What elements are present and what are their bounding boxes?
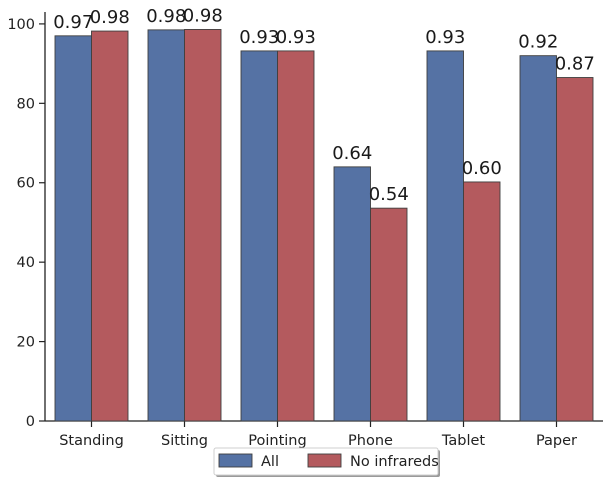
legend[interactable]: All No infrareds [213,447,440,477]
y-tick-label: 0 [26,414,35,430]
legend-label: All [261,454,279,470]
value-label: 0.92 [518,32,558,53]
x-tick-label: Standing [59,433,124,449]
bars [54,29,594,422]
y-tick-label: 20 [17,335,35,351]
axes [39,12,603,427]
x-tick-label: Phone [348,433,393,449]
legend-label: No infrareds [350,454,439,470]
bar-no-infrareds [91,30,129,422]
x-tick-label: Tablet [441,433,485,449]
legend-swatch [218,453,253,468]
x-tick-label: Paper [536,433,577,449]
bar-all [333,166,371,422]
y-tick-label: 80 [17,96,35,112]
value-label: 0.98 [183,5,223,26]
bar-all [240,50,278,422]
bar-no-infrareds [556,77,594,422]
value-label: 0.93 [276,27,316,48]
value-label: 0.98 [90,7,130,28]
bar-no-infrareds [277,50,315,422]
value-labels: 0.970.98 0.980.980.930.930.640.540.930.60… [53,5,595,205]
y-tick-label: 40 [17,255,35,271]
value-label: 0.87 [555,54,595,75]
tick-labels: 0 20 40 60 80 100 Standing Sitting Pointing Phone… [7,17,577,449]
bar-no-infrareds [463,181,501,422]
y-tick-label: 60 [17,176,35,192]
bar-all [54,35,92,422]
x-tick-label: Sitting [161,433,208,449]
x-tick-label: Pointing [248,433,306,449]
value-label: 0.98 [146,6,186,27]
legend-swatch [307,453,342,468]
bar-no-infrareds [370,207,408,422]
bar-no-infrareds [184,29,222,422]
value-label: 0.97 [53,12,93,33]
y-tick-label: 100 [7,17,35,33]
value-label: 0.93 [425,27,465,48]
bar-all [426,50,464,422]
value-label: 0.64 [332,143,372,164]
value-label: 0.60 [462,158,502,179]
bar-all [519,55,557,422]
bar-all [147,29,185,422]
value-label: 0.93 [239,27,279,48]
value-label: 0.54 [369,184,409,205]
